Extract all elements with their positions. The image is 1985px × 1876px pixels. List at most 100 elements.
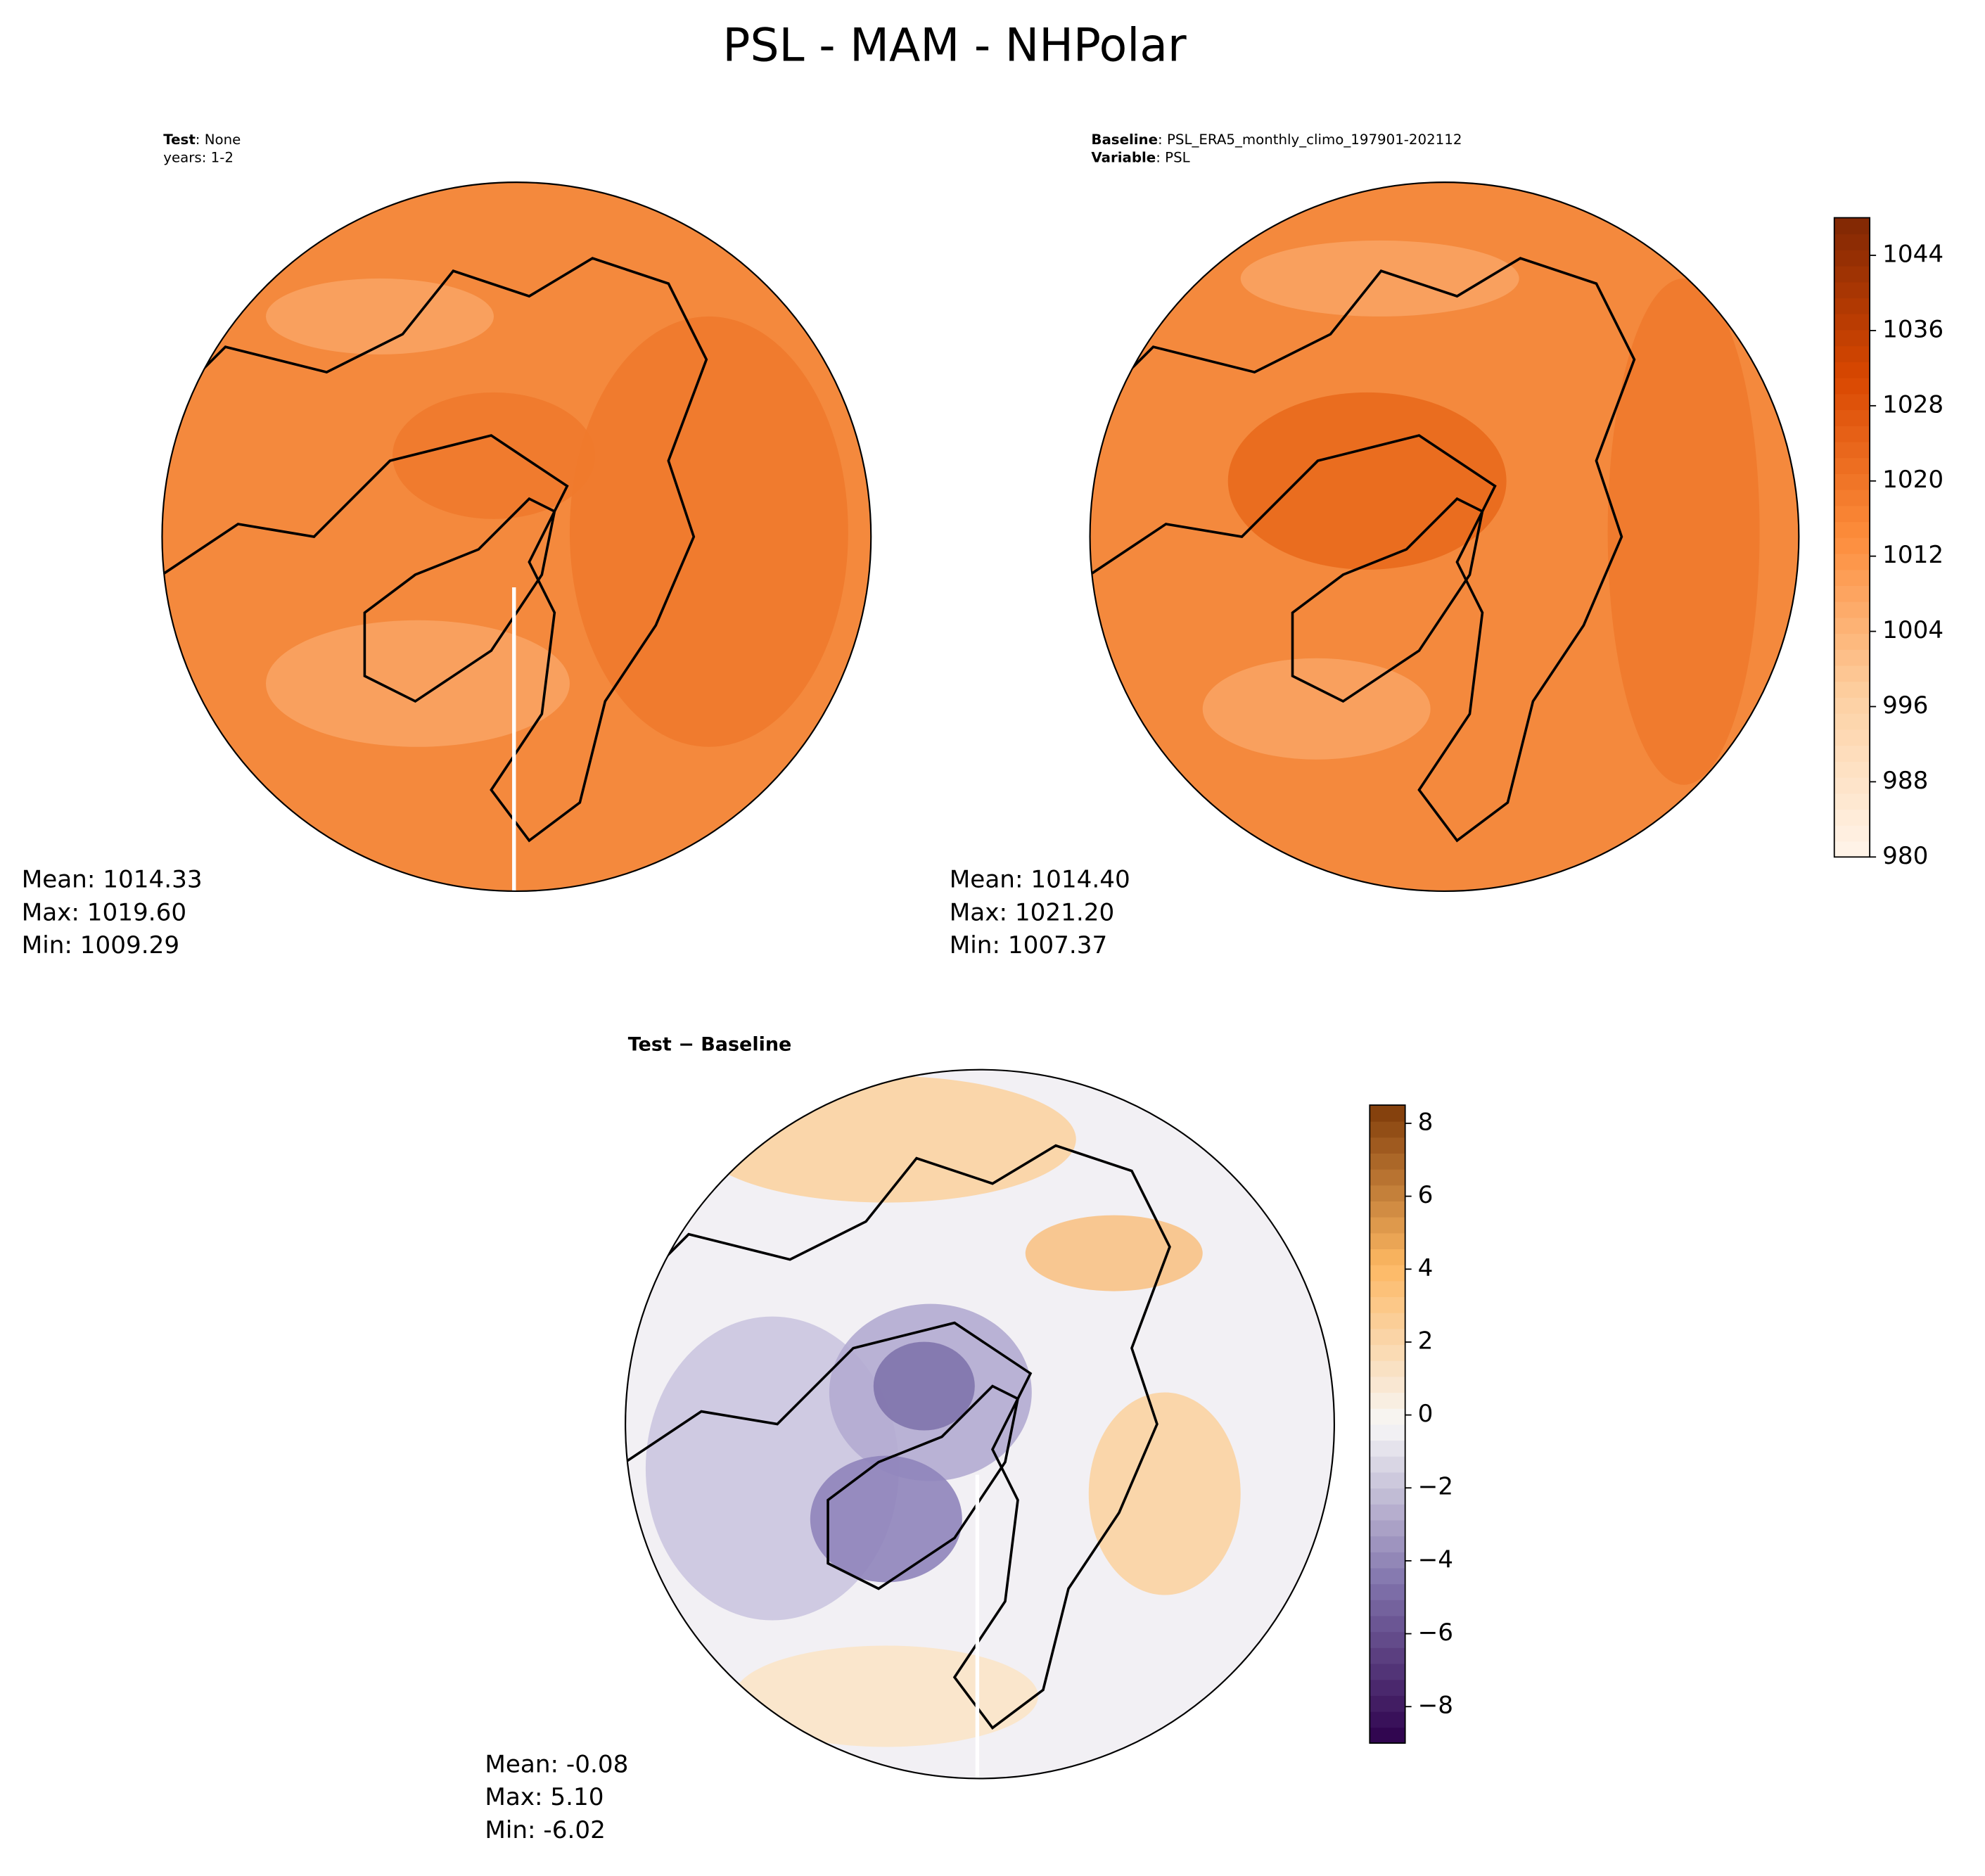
colorbar-swatch: [1834, 601, 1870, 618]
colorbar-tick-label: 2: [1418, 1327, 1434, 1355]
contour-region: [1240, 240, 1519, 317]
colorbar-swatch: [1834, 617, 1870, 634]
colorbar-swatch: [1834, 841, 1870, 858]
colorbar-swatch: [1370, 1280, 1405, 1298]
colorbar-swatch: [1834, 329, 1870, 347]
colorbar-swatch: [1370, 1137, 1405, 1154]
colorbar-swatch: [1370, 1695, 1405, 1712]
colorbar-swatch: [1370, 1455, 1405, 1473]
colorbar-swatch: [1834, 281, 1870, 299]
colorbar-swatch: [1834, 585, 1870, 602]
colorbar-swatch: [1370, 1344, 1405, 1361]
stat-text: Max: 1021.20: [950, 898, 1114, 926]
header-key: Variable: [1091, 149, 1156, 165]
colorbar-swatch: [1834, 505, 1870, 523]
contour-region: [734, 1645, 1038, 1747]
colorbar-swatch: [1834, 633, 1870, 650]
colorbar-swatch: [1370, 1727, 1405, 1744]
map-border: [161, 181, 872, 892]
map-border: [625, 1068, 1335, 1780]
colorbar-swatch: [1834, 425, 1870, 442]
colorbar-tick-label: 1028: [1882, 390, 1943, 419]
colorbar-swatch: [1834, 362, 1870, 378]
colorbar-swatch: [1370, 1711, 1405, 1728]
contour-region: [266, 278, 494, 355]
coastline: [162, 257, 708, 843]
colorbar-tick-label: −2: [1418, 1473, 1453, 1501]
stat-text: Mean: 1014.40: [950, 866, 1130, 894]
colorbar-swatch: [1834, 521, 1870, 538]
colorbar-tick-label: 0: [1418, 1400, 1434, 1428]
contour-region: [810, 1455, 962, 1583]
colorbar-swatch: [1834, 681, 1870, 698]
colorbar-swatch: [1370, 1440, 1405, 1457]
panel-header: Test: None: [163, 132, 241, 148]
colorbar-swatch: [1370, 1631, 1405, 1648]
contour-region: [1088, 1392, 1241, 1595]
colorbar-swatch: [1370, 1232, 1405, 1250]
colorbar-swatch: [1834, 777, 1870, 794]
colorbar-swatch: [1370, 1519, 1405, 1537]
colorbar-swatch: [1370, 1296, 1405, 1313]
colorbar-swatch: [1370, 1392, 1405, 1409]
colorbar-swatch: [1370, 1105, 1405, 1122]
colorbar-swatch: [1834, 697, 1870, 714]
colorbar-swatch: [1834, 824, 1870, 842]
colorbar-tick-label: 1044: [1882, 240, 1943, 268]
colorbar-swatch: [1370, 1424, 1405, 1441]
colorbar-swatch: [1834, 234, 1870, 250]
colorbar-swatch: [1370, 1312, 1405, 1329]
colorbar-swatch: [1370, 1536, 1405, 1552]
colorbar-swatch: [1370, 1249, 1405, 1265]
panel-header: Variable: PSL: [1091, 149, 1189, 165]
colorbar-swatch: [1834, 457, 1870, 474]
colorbar-tick-label: 1012: [1882, 541, 1943, 569]
colorbar-swatch: [1834, 729, 1870, 746]
colorbar-swatch: [1834, 809, 1870, 826]
colorbar-tick-label: −4: [1418, 1545, 1453, 1574]
colorbar-swatch: [1370, 1216, 1405, 1234]
colorbar-swatch: [1834, 345, 1870, 362]
contour-region: [392, 392, 595, 519]
panel-header: years: 1-2: [163, 149, 234, 165]
header-key: Test: [163, 132, 196, 148]
contour-region: [696, 1076, 1076, 1203]
coastline: [1090, 257, 1636, 843]
colorbar-swatch: [1370, 1503, 1405, 1521]
colorbar-swatch: [1370, 1599, 1405, 1616]
colorbar-swatch: [1370, 1264, 1405, 1282]
colorbar-tick-label: 8: [1418, 1108, 1434, 1136]
contour-region: [569, 316, 848, 747]
colorbar-swatch: [1370, 1376, 1405, 1393]
map-panel: [1090, 182, 1799, 891]
colorbar-swatch: [1834, 569, 1870, 586]
colorbar-swatch: [1834, 713, 1870, 730]
colorbar-swatch: [1370, 1168, 1405, 1186]
colorbar-swatch: [1834, 473, 1870, 490]
colorbar-swatch: [1834, 249, 1870, 267]
colorbar-swatch: [1370, 1472, 1405, 1489]
colorbar-swatch: [1834, 377, 1870, 395]
colorbar-swatch: [1834, 217, 1870, 235]
colorbar-swatch: [1370, 1647, 1405, 1664]
header-text: : None: [196, 132, 241, 148]
stat-text: Min: -6.02: [485, 1816, 606, 1844]
map-panel: [625, 1069, 1334, 1779]
colorbar-swatch: [1834, 537, 1870, 554]
stat-text: Min: 1009.29: [22, 931, 179, 959]
colorbar-swatch: [1370, 1153, 1405, 1170]
panel-header: Baseline: PSL_ERA5_monthly_climo_197901-…: [1091, 132, 1462, 148]
colorbar-tick-label: 4: [1418, 1254, 1434, 1282]
stat-text: Mean: -0.08: [485, 1750, 628, 1778]
colorbar-swatch: [1370, 1583, 1405, 1600]
contour-region: [1607, 278, 1760, 785]
header-key: Baseline: [1091, 132, 1158, 148]
colorbar-tick-label: 996: [1882, 691, 1928, 720]
colorbar-swatch: [1834, 441, 1870, 459]
header-text: years: 1-2: [163, 149, 234, 165]
colorbar-swatch: [1370, 1615, 1405, 1633]
contour-region: [266, 620, 570, 747]
stat-text: Min: 1007.37: [950, 931, 1107, 959]
colorbar-swatch: [1834, 393, 1870, 411]
colorbar-swatch: [1370, 1360, 1405, 1377]
